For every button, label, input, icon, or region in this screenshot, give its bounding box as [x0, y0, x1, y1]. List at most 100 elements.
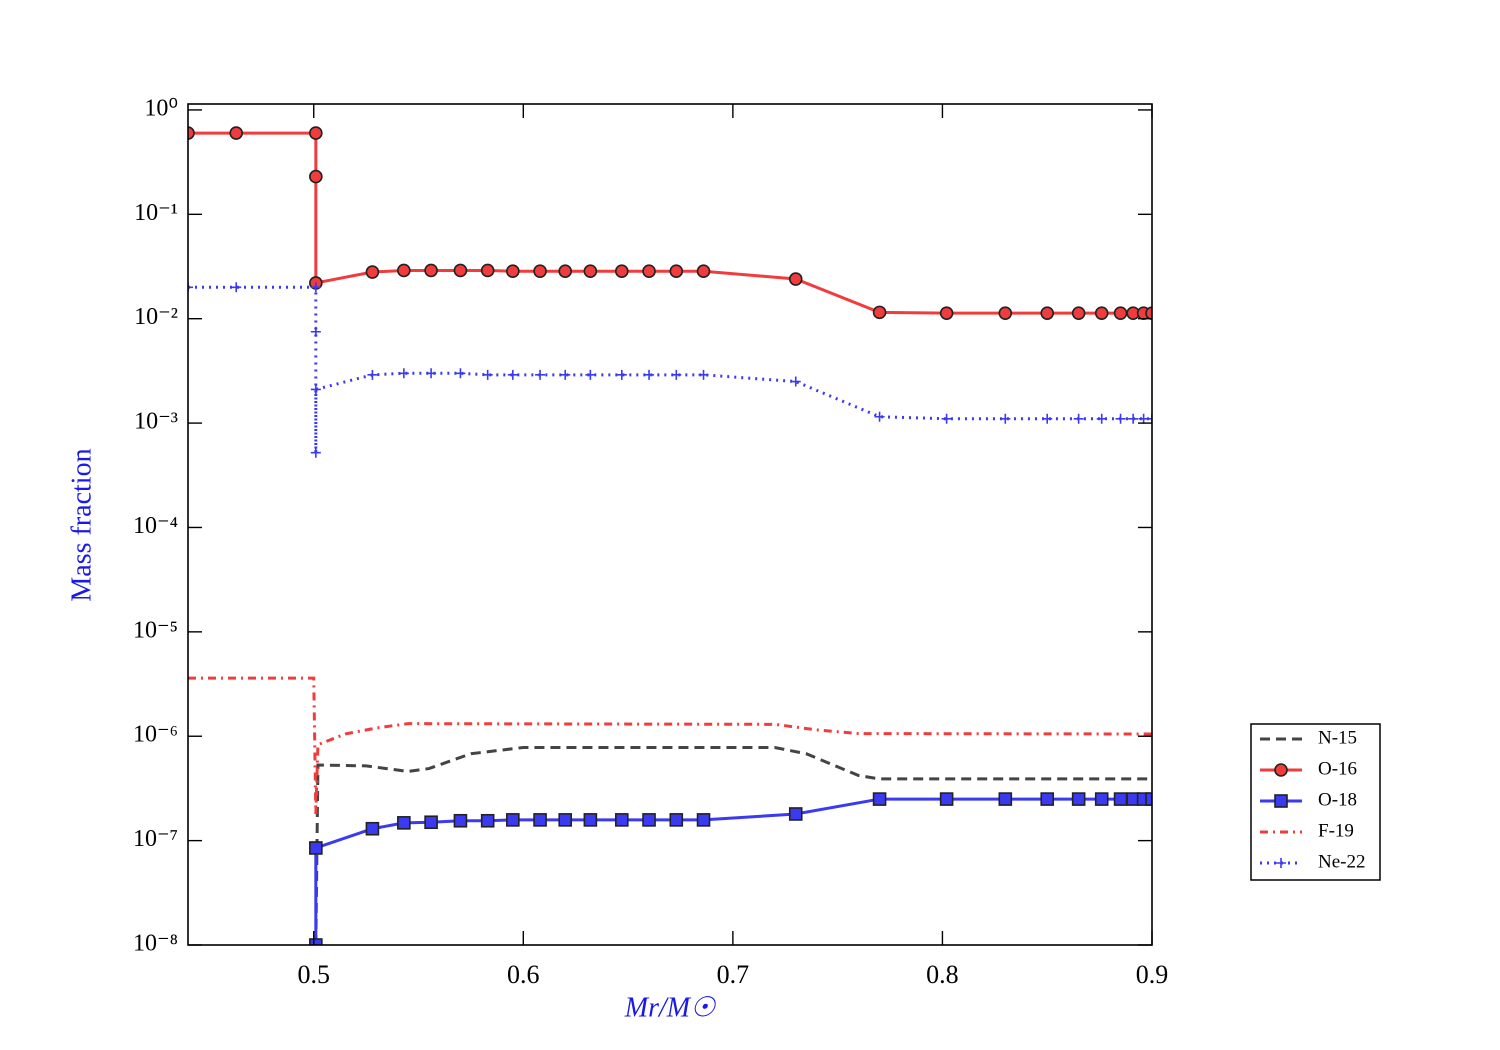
- y-tick-label: 10⁰: [144, 95, 178, 121]
- marker: [1147, 413, 1152, 424]
- marker: [558, 264, 573, 279]
- marker: [1071, 792, 1086, 806]
- axes-frame: [187, 103, 1153, 946]
- marker: [455, 368, 466, 379]
- marker: [482, 369, 493, 380]
- marker: [1113, 306, 1128, 320]
- marker: [642, 813, 656, 827]
- marker: [1000, 413, 1011, 424]
- series-line: [314, 797, 1152, 945]
- y-tick-label: 10⁻⁶: [133, 722, 178, 748]
- marker: [1096, 413, 1107, 424]
- marker: [426, 368, 437, 379]
- marker: [533, 813, 547, 827]
- marker: [644, 369, 655, 380]
- marker: [941, 413, 952, 424]
- marker: [309, 126, 323, 140]
- plot-area: [188, 126, 1152, 945]
- marker: [397, 263, 411, 278]
- marker: [998, 306, 1013, 320]
- marker: [998, 792, 1013, 806]
- legend-label: Ne-22: [1318, 851, 1365, 872]
- series-line: [314, 746, 1152, 945]
- y-tick-label: 10⁻⁸: [133, 931, 178, 957]
- marker: [310, 326, 321, 337]
- marker: [533, 264, 547, 279]
- marker: [453, 263, 468, 278]
- x-tick-label: 0.6: [507, 960, 540, 989]
- legend-marker: [1274, 794, 1288, 808]
- y-tick-label: 10⁻³: [134, 409, 178, 435]
- marker: [872, 305, 887, 320]
- marker: [398, 368, 409, 379]
- marker: [583, 264, 598, 279]
- marker: [1042, 413, 1053, 424]
- marker: [1040, 792, 1055, 806]
- marker: [188, 282, 193, 293]
- legend-marker: [1276, 858, 1286, 868]
- marker: [696, 813, 711, 827]
- marker: [872, 792, 887, 806]
- marker: [1113, 792, 1128, 806]
- marker: [1040, 306, 1055, 320]
- marker: [365, 265, 380, 279]
- marker: [424, 263, 438, 278]
- marker: [309, 938, 323, 945]
- marker: [506, 813, 520, 827]
- marker: [535, 369, 546, 380]
- marker: [585, 369, 596, 380]
- x-tick-label: 0.5: [297, 960, 330, 989]
- marker: [583, 813, 598, 827]
- marker: [698, 369, 709, 380]
- marker: [614, 264, 629, 279]
- marker: [696, 264, 711, 279]
- marker: [310, 384, 321, 395]
- marker: [506, 264, 520, 279]
- marker: [788, 272, 803, 286]
- marker: [1071, 306, 1086, 320]
- marker: [669, 264, 684, 279]
- marker: [453, 813, 468, 828]
- marker: [480, 813, 495, 828]
- marker: [367, 369, 378, 380]
- x-tick-label: 0.8: [926, 960, 959, 989]
- y-axis-label: Mass fraction: [66, 448, 97, 601]
- marker: [642, 264, 656, 279]
- x-axis-label: Mr/M☉: [624, 992, 717, 1023]
- marker: [671, 369, 682, 380]
- marker: [507, 369, 518, 380]
- series-line: [188, 676, 1152, 815]
- y-tick-label: 10⁻¹: [134, 200, 178, 226]
- legend-label: O-18: [1318, 789, 1357, 810]
- marker: [1094, 306, 1109, 320]
- marker: [669, 813, 684, 827]
- marker: [480, 263, 495, 278]
- marker: [1094, 792, 1109, 806]
- marker: [939, 306, 954, 320]
- marker: [229, 126, 243, 140]
- x-tick-label: 0.7: [717, 960, 750, 989]
- marker: [310, 447, 321, 458]
- marker: [231, 282, 242, 293]
- legend-label: F-19: [1318, 820, 1354, 841]
- legend-label: O-16: [1318, 758, 1357, 779]
- y-tick-label: 10⁻⁷: [133, 826, 178, 852]
- y-tick-label: 10⁻²: [134, 304, 178, 330]
- legend-marker: [1274, 763, 1288, 777]
- marker: [1145, 306, 1152, 320]
- marker: [560, 369, 571, 380]
- legend-label: N-15: [1318, 727, 1357, 748]
- marker: [790, 376, 801, 387]
- marker: [616, 369, 627, 380]
- marker: [939, 792, 954, 806]
- marker: [424, 815, 438, 830]
- marker: [1138, 413, 1149, 424]
- marker: [310, 282, 321, 293]
- marker: [1115, 413, 1126, 424]
- marker: [365, 821, 380, 836]
- marker: [1073, 413, 1084, 424]
- marker: [309, 169, 323, 184]
- marker: [309, 841, 323, 855]
- marker: [188, 126, 195, 140]
